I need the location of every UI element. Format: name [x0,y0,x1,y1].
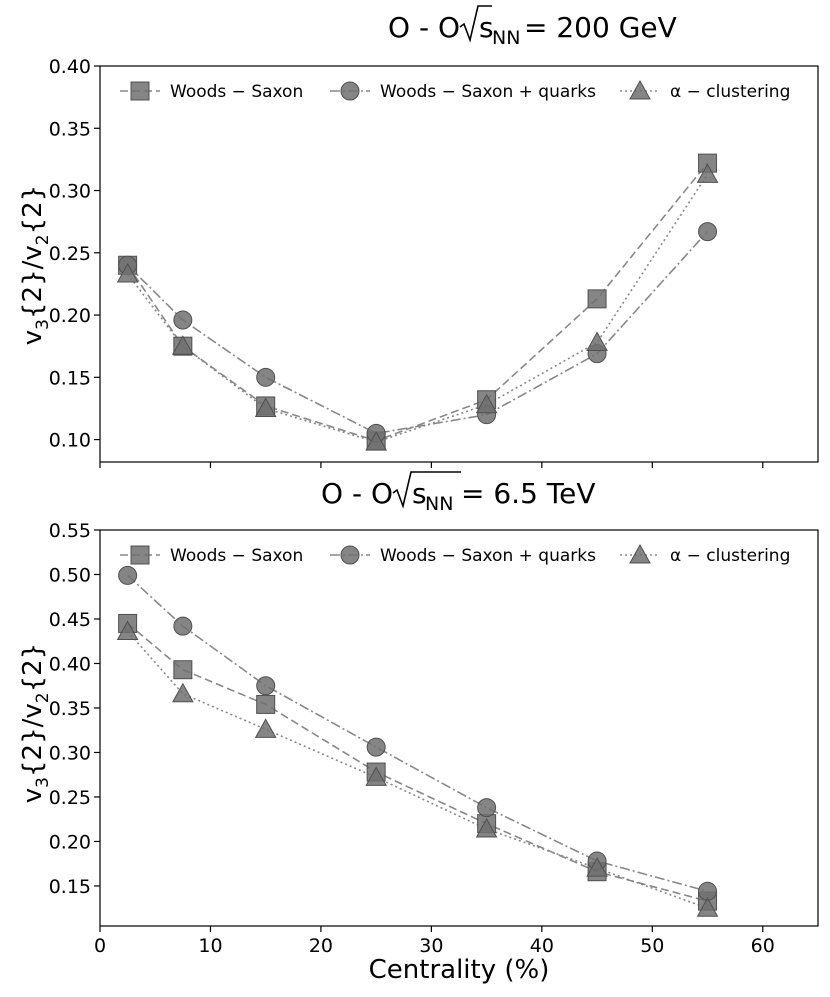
ytick-label: 0.40 [49,653,91,675]
title-bottom-subscript: NN [425,493,453,515]
series-line [126,162,709,442]
ytick-label: 0.45 [49,609,91,631]
series-line [127,574,708,893]
legend-label: Woods − Saxon + quarks [380,82,596,102]
sqrt-sign-icon [392,471,461,509]
xtick-label: 10 [198,935,222,957]
data-point-circle [256,367,276,387]
data-point-circle [366,737,386,757]
ylabel-bottom: v3{2}/v2{2} [18,643,53,803]
sqrt-sign-icon [459,5,492,43]
data-point-square [256,694,276,714]
ytick-label: 0.20 [49,305,91,327]
series-line [127,231,709,435]
data-point-square [587,289,607,309]
data-point-circle [477,798,497,818]
data-point-triangle [254,397,277,417]
legend-marker-circle [340,81,360,101]
data-point-triangle [475,393,498,414]
ytick-label: 0.40 [49,56,91,78]
series-line [127,622,708,902]
series-line [126,173,709,443]
xlabel: Centrality (%) [369,955,550,985]
ytick-label: 0.25 [49,787,91,809]
xtick-label: 30 [419,935,443,957]
title-top-prefix: O - O [388,11,460,44]
xtick-label: 60 [751,935,775,957]
ytick-label: 0.30 [49,181,91,203]
data-point-triangle [696,163,719,183]
ytick-label: 0.15 [49,876,91,898]
plot-frame [99,65,819,463]
ylabel-top: v3{2}/v2{2} [18,185,53,345]
title-bottom-prefix: O - O [321,477,393,510]
title-bottom-suffix: = 6.5 TeV [461,477,596,510]
data-point-circle [173,616,193,636]
xtick-label: 20 [309,935,333,957]
xtick-label: 50 [640,935,664,957]
data-point-triangle [171,335,194,355]
data-point-triangle [586,857,608,877]
ytick-label: 0.50 [49,564,91,586]
data-point-triangle [475,817,498,838]
ytick-label: 0.25 [49,243,91,265]
data-point-triangle [171,682,194,703]
legend-marker-circle [340,545,360,565]
legend-marker-triangle [629,543,651,564]
ytick-label: 0.20 [49,831,91,853]
title-top-radicand: s [479,11,494,44]
title-top-suffix: = 200 GeV [524,11,677,44]
ytick-label: 0.30 [49,742,91,764]
ytick-label: 0.15 [49,367,91,389]
panel-top: O - O s NN = 200 GeV 0.10 0.15 0.20 0.25 0.3… [18,5,819,468]
title-bottom-radicand: s [412,477,427,510]
legend-marker-square [130,81,150,101]
data-point-triangle [586,331,608,351]
data-point-triangle [116,620,139,640]
data-point-circle [256,676,276,696]
plot-area-bottom: 0.15 0.20 0.25 0.30 0.35 0.40 0.45 0.50 0.55 0 10 2… [49,520,819,957]
data-point-triangle [254,718,277,738]
data-point-triangle [696,897,719,917]
xtick-label: 40 [530,935,554,957]
data-point-circle [698,222,718,242]
data-point-triangle [365,766,388,786]
data-point-triangle [116,262,139,283]
legend-label: α − clustering [670,546,790,566]
legend-label: Woods − Saxon + quarks [380,546,596,566]
legend-label: α − clustering [670,82,790,102]
panel-bottom: O - O s NN = 6.5 TeV 0.15 0.20 0.25 0.30 0.3… [18,471,819,985]
legend-marker-triangle [629,79,651,100]
legend-marker-square [130,545,150,565]
plot-area-top: 0.10 0.15 0.20 0.25 0.30 0.35 0.40 Woods − Saxo… [49,56,819,468]
xtick-label: 0 [94,935,106,957]
data-point-circle [173,310,193,330]
data-point-triangle [365,431,388,451]
title-top-subscript: NN [492,27,520,49]
ytick-label: 0.10 [49,430,91,452]
legend-label: Woods − Saxon [170,82,303,102]
data-point-square [173,660,193,680]
data-point-circle [118,565,138,585]
plot-frame [99,529,819,927]
ytick-label: 0.55 [49,520,91,542]
ytick-label: 0.35 [49,698,91,720]
ytick-label: 0.35 [49,118,91,140]
legend-label: Woods − Saxon [170,546,303,566]
